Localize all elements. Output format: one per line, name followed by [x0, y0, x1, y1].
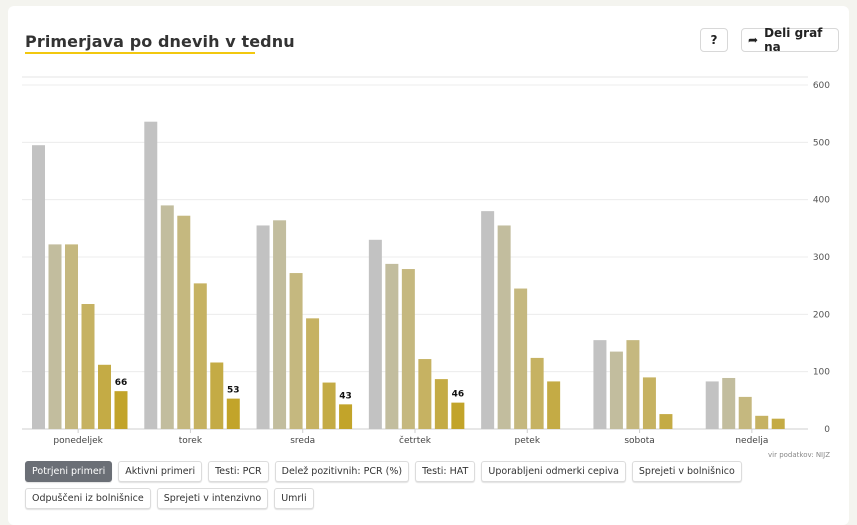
x-tick-label: sobota	[624, 436, 654, 446]
share-label: Deli graf na	[764, 26, 823, 54]
filter-button[interactable]: Aktivni primeri	[118, 461, 203, 482]
y-tick-label: 400	[813, 196, 830, 206]
filter-button[interactable]: Uporabljeni odmerki cepiva	[481, 461, 626, 482]
data-label: 46	[452, 390, 465, 400]
filter-button[interactable]: Testi: HAT	[415, 461, 476, 482]
share-button[interactable]: ➦ Deli graf na	[741, 26, 839, 54]
bar	[114, 391, 128, 429]
bar	[160, 205, 174, 429]
bar	[401, 269, 415, 429]
bar	[368, 239, 382, 429]
bar	[755, 415, 769, 429]
bar	[144, 121, 158, 430]
y-tick-label: 500	[813, 138, 830, 148]
x-tick-label: četrtek	[399, 435, 432, 446]
bar	[626, 340, 640, 429]
filter-button[interactable]: Potrjeni primeri	[25, 461, 113, 482]
data-label: 53	[227, 386, 240, 396]
data-source: vir podatkov: NIJZ	[768, 451, 830, 459]
bar	[451, 402, 465, 429]
bar	[530, 357, 544, 429]
help-label: ?	[710, 33, 718, 47]
x-tick-label: sreda	[290, 436, 315, 446]
bar	[514, 288, 528, 429]
bar	[48, 244, 62, 429]
y-tick-label: 600	[813, 81, 830, 91]
y-tick-label: 200	[813, 310, 830, 320]
filter-button[interactable]: Sprejeti v bolnišnico	[631, 461, 742, 482]
bar	[642, 377, 656, 429]
bar	[418, 359, 432, 429]
bar	[497, 225, 511, 429]
filter-button[interactable]: Umrli	[274, 488, 314, 509]
bar	[98, 364, 111, 429]
bar	[609, 351, 623, 429]
bar	[771, 418, 785, 429]
x-tick-label: torek	[179, 436, 203, 446]
bar	[659, 414, 673, 429]
filter-button[interactable]: Odpuščeni iz bolnišnice	[25, 488, 151, 509]
bar	[306, 318, 320, 429]
bar	[385, 263, 399, 429]
bar	[226, 398, 240, 429]
data-label: 66	[115, 378, 128, 388]
bar	[256, 225, 270, 429]
x-tick-label: nedelja	[735, 436, 768, 446]
bar	[434, 379, 448, 429]
bar	[32, 145, 45, 429]
share-arrow-icon: ➦	[748, 33, 759, 47]
bar	[705, 381, 719, 429]
bar	[547, 381, 561, 429]
y-tick-label: 0	[824, 425, 830, 435]
title-underline	[25, 52, 255, 54]
bar	[481, 211, 495, 429]
bar	[322, 382, 336, 429]
bar	[722, 377, 736, 429]
data-label: 43	[339, 391, 352, 401]
bar	[177, 215, 191, 429]
x-tick-label: petek	[515, 436, 541, 446]
filter-button[interactable]: Sprejeti v intenzivno	[156, 488, 269, 509]
bar	[339, 404, 353, 429]
y-tick-label: 100	[813, 368, 830, 378]
bar	[210, 362, 224, 429]
filter-button[interactable]: Delež pozitivnih: PCR (%)	[274, 461, 410, 482]
filter-button[interactable]: Testi: PCR	[208, 461, 269, 482]
bar	[193, 283, 207, 429]
bar	[738, 396, 752, 429]
chart-title: Primerjava po dnevih v tednu	[25, 32, 295, 51]
bar	[593, 340, 607, 429]
bar	[81, 304, 95, 429]
bar	[65, 244, 78, 429]
y-tick-label: 300	[813, 253, 830, 263]
help-button[interactable]: ?	[700, 28, 728, 52]
x-tick-label: ponedeljek	[53, 436, 103, 446]
bar-chart: 0 100 200 300 400 500 600 66 ponedeljek 53 torek 43…	[22, 76, 830, 446]
bar	[273, 220, 287, 429]
filter-bar: Potrjeni primeri Aktivni primeri Testi: PC…	[25, 461, 825, 509]
bar	[289, 273, 303, 429]
